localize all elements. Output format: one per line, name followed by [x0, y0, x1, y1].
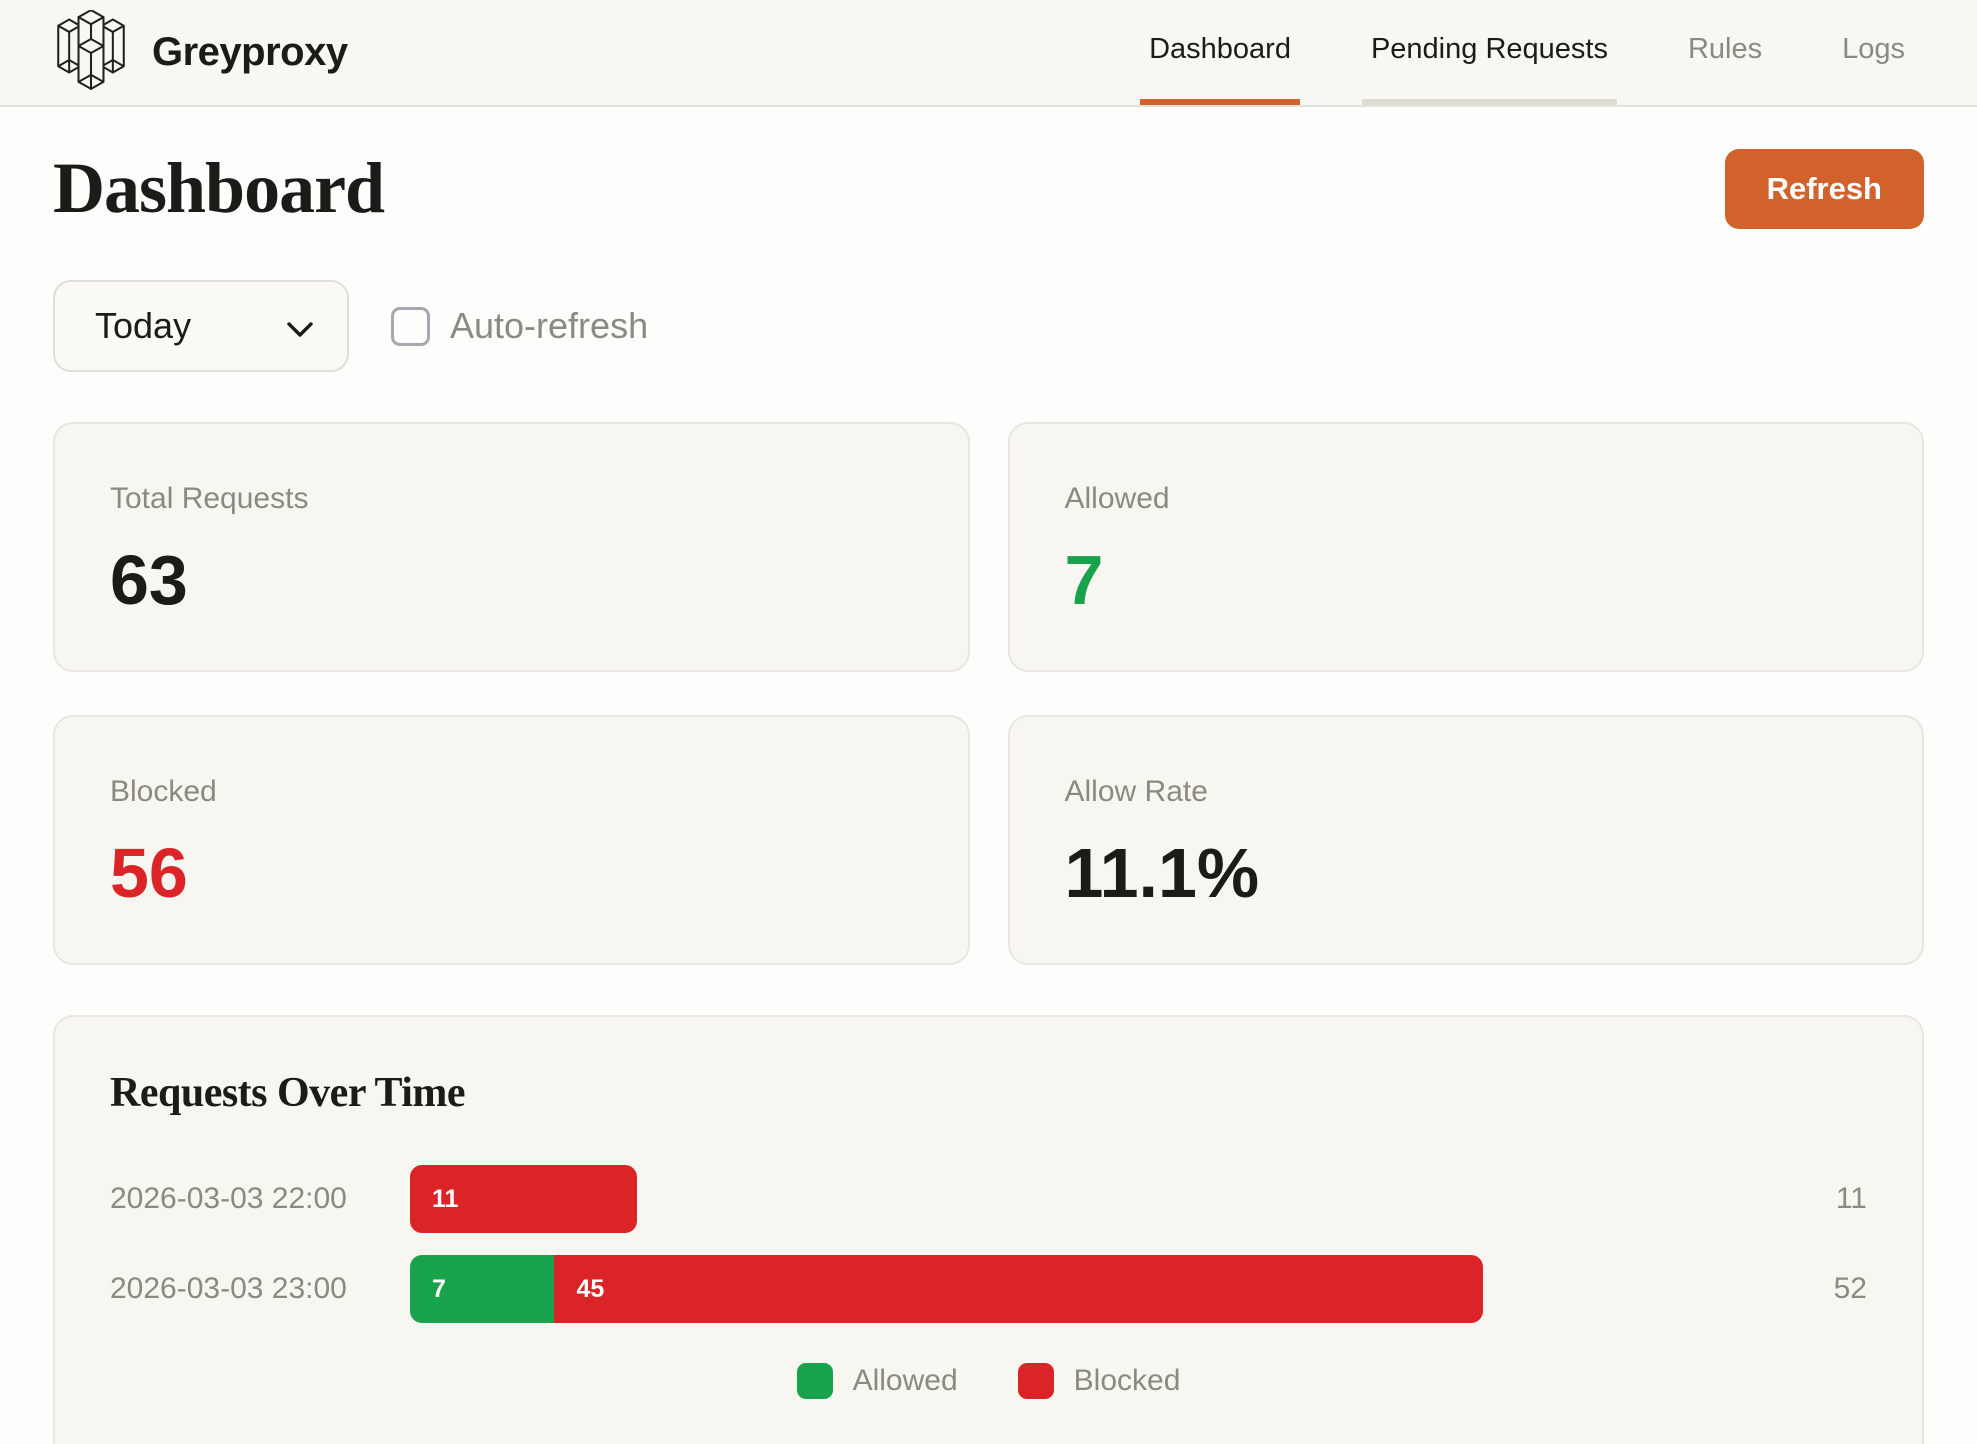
chart-row-total: 11 — [1835, 1182, 1867, 1215]
legend-swatch-icon — [1017, 1363, 1054, 1399]
legend-label: Blocked — [1073, 1364, 1181, 1397]
stats-grid: Total Requests 63 Allowed 7 Blocked 56 A… — [53, 422, 1924, 965]
brand-name: Greyproxy — [152, 30, 348, 74]
chart-row-total: 52 — [1833, 1272, 1867, 1305]
chart-legend: Allowed Blocked — [110, 1363, 1867, 1439]
stat-card-allowed: Allowed 7 — [1007, 422, 1924, 672]
auto-refresh-control: Auto-refresh — [391, 305, 648, 347]
date-range-select[interactable]: Today — [53, 280, 349, 372]
stat-label: Allowed — [1064, 482, 1170, 515]
title-row: Dashboard Refresh — [53, 147, 1924, 230]
chart-row-label: 2026-03-03 22:00 — [110, 1182, 347, 1215]
chart-row-track: 7 45 — [410, 1255, 1710, 1323]
brand: Greyproxy — [52, 0, 348, 105]
nav-item-pending-requests[interactable]: Pending Requests — [1361, 0, 1617, 105]
legend-item-allowed: Allowed — [796, 1363, 958, 1399]
auto-refresh-label: Auto-refresh — [450, 305, 649, 346]
main-nav: Dashboard Pending Requests Rules Logs — [1140, 0, 1914, 105]
chart-row-label: 2026-03-03 23:00 — [110, 1272, 347, 1305]
refresh-button[interactable]: Refresh — [1724, 148, 1924, 229]
requests-over-time-card: Requests Over Time 2026-03-03 22:00 11 11 2… — [53, 1015, 1924, 1444]
chart-title: Requests Over Time — [110, 1070, 466, 1116]
app-header: Greyproxy Dashboard Pending Requests Rul… — [0, 0, 1977, 107]
controls-row: Today Auto-refresh — [53, 280, 1924, 372]
stat-label: Blocked — [110, 775, 217, 808]
chart-row: 2026-03-03 22:00 11 11 — [110, 1165, 1867, 1233]
page-title: Dashboard — [53, 148, 385, 228]
auto-refresh-checkbox[interactable] — [391, 306, 430, 346]
chart-row-track: 11 — [410, 1165, 1710, 1233]
stat-label: Total Requests — [110, 482, 309, 515]
nav-item-rules[interactable]: Rules — [1687, 33, 1763, 65]
chart-rows: 2026-03-03 22:00 11 11 2026-03-03 23:00 7 45 5… — [110, 1165, 1867, 1323]
bar-segment-allowed[interactable]: 7 — [410, 1255, 555, 1323]
date-range-value: Today — [95, 305, 192, 346]
stat-card-total-requests: Total Requests 63 — [53, 422, 970, 672]
stat-card-allow-rate: Allow Rate 11.1% — [1007, 715, 1924, 965]
stat-value: 56 — [110, 834, 188, 912]
nav-item-logs[interactable]: Logs — [1842, 33, 1905, 65]
greyproxy-logo-icon — [52, 9, 130, 96]
stat-label: Allow Rate — [1064, 775, 1208, 808]
legend-label: Allowed — [852, 1364, 958, 1397]
stat-card-blocked: Blocked 56 — [53, 715, 970, 965]
stat-value: 11.1% — [1064, 834, 1260, 912]
chevron-down-icon — [287, 305, 313, 347]
nav-item-dashboard[interactable]: Dashboard — [1140, 0, 1300, 105]
stat-value: 7 — [1064, 541, 1104, 619]
stat-value: 63 — [110, 541, 188, 619]
bar-segment-blocked[interactable]: 45 — [554, 1255, 1483, 1323]
main-content: Dashboard Refresh Today Auto-refresh Tot… — [0, 147, 1977, 1444]
chart-row: 2026-03-03 23:00 7 45 52 — [110, 1255, 1867, 1323]
legend-swatch-icon — [796, 1363, 833, 1399]
bar-segment-blocked[interactable]: 11 — [410, 1165, 637, 1233]
legend-item-blocked: Blocked — [1017, 1363, 1181, 1399]
